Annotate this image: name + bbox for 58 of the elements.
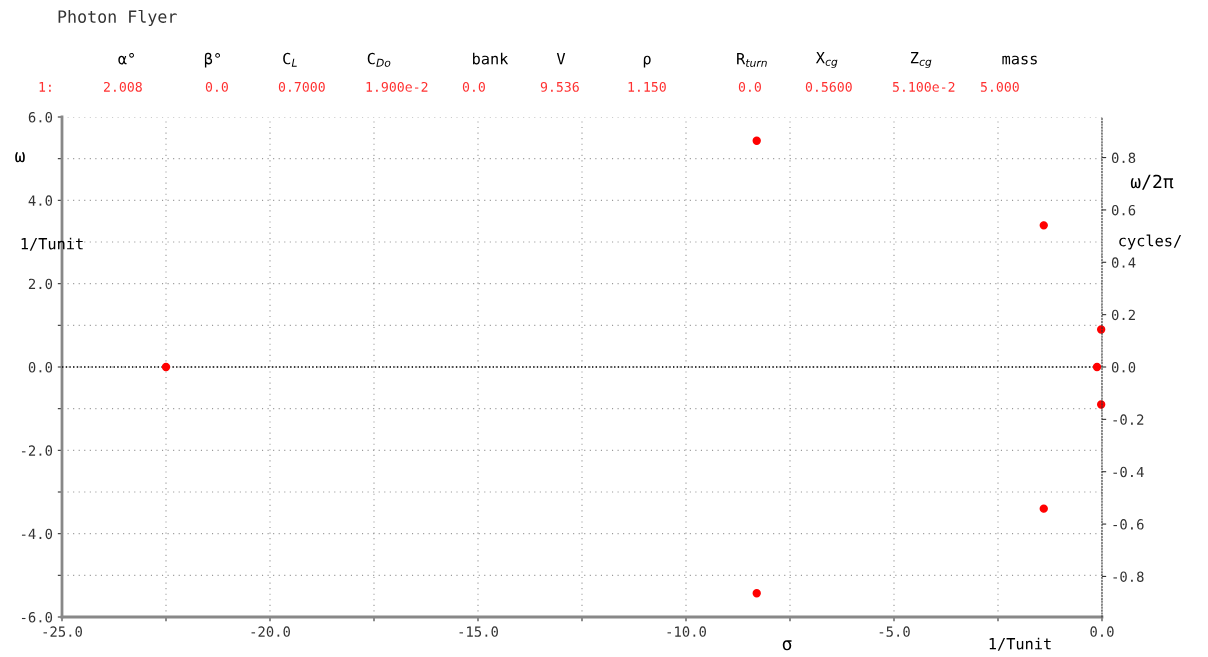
text: X$_{cg}$ xyxy=(815,52,838,68)
point xyxy=(1092,362,1102,372)
text: R$_{turn}$ xyxy=(737,53,767,67)
text: C$_{L}$ xyxy=(283,52,297,67)
x-tick-label: -20.0 xyxy=(251,626,290,637)
text: 0.5600 xyxy=(805,81,852,92)
y2-tick-label: 0.6 xyxy=(1111,204,1136,216)
text: ρ xyxy=(643,55,651,68)
y-tick-label: -6.0 xyxy=(21,612,53,623)
y2-tick-label: 0.0 xyxy=(1111,362,1136,373)
point xyxy=(752,589,761,598)
text: cycles/ xyxy=(1119,234,1182,250)
y2-tick-label: -0.8 xyxy=(1113,571,1144,582)
point xyxy=(1039,504,1048,513)
y2-tick-label: -0.4 xyxy=(1113,466,1144,478)
y2-axis-title: ω/2π xyxy=(1130,174,1174,190)
point xyxy=(1039,221,1048,230)
text: 1/Tunit xyxy=(989,637,1051,651)
text: 5.100e-2 xyxy=(892,81,955,92)
text: 2.008 xyxy=(103,81,142,92)
text: V xyxy=(556,53,566,65)
y-tick-label: -2.0 xyxy=(21,445,53,456)
y2-tick-label: -0.2 xyxy=(1113,414,1144,425)
y-tick-label: -4.0 xyxy=(21,528,53,540)
point xyxy=(752,136,761,145)
text: β° xyxy=(204,52,220,68)
text: Z$_{cg}$ xyxy=(910,52,932,68)
y-tick-label: 6.0 xyxy=(28,112,53,123)
text: bank xyxy=(473,52,509,65)
text: 0.7000 xyxy=(278,81,325,92)
text: 1.900e-2 xyxy=(366,81,428,92)
text: 0.0 xyxy=(462,81,485,92)
y2-tick-label: -0.6 xyxy=(1113,519,1144,530)
x-tick-label: -5.0 xyxy=(879,626,910,637)
x-tick-label: -10.0 xyxy=(667,626,706,637)
x-tick-label: 0.0 xyxy=(1090,626,1114,637)
y-tick-label: 0.0 xyxy=(28,362,53,373)
chart-title: Photon Flyer xyxy=(58,9,177,27)
x-tick-label: -25.0 xyxy=(43,626,82,637)
y-tick-label: 4.0 xyxy=(28,195,53,206)
text: 5.000 xyxy=(980,81,1019,92)
y2-tick-label: 0.2 xyxy=(1111,309,1135,321)
y-tick-label: 2.0 xyxy=(28,278,53,290)
text: 0.0 xyxy=(205,81,228,92)
text: mass xyxy=(1002,55,1037,65)
text: 1.150 xyxy=(628,81,666,92)
x-axis-title: σ xyxy=(782,640,792,651)
text: 0.0 xyxy=(738,81,761,92)
point xyxy=(161,362,171,372)
text: α° xyxy=(118,52,134,65)
text: C$_{Do}$ xyxy=(367,52,391,67)
y2-tick-label: 0.8 xyxy=(1111,152,1136,164)
y2-tick-label: 0.4 xyxy=(1111,257,1136,268)
y-axis-title: ω xyxy=(15,152,25,163)
annotation: 1/Tunit xyxy=(21,237,83,251)
text: 1: xyxy=(39,82,51,92)
text: 9.536 xyxy=(540,81,579,92)
x-tick-label: -15.0 xyxy=(459,626,498,637)
